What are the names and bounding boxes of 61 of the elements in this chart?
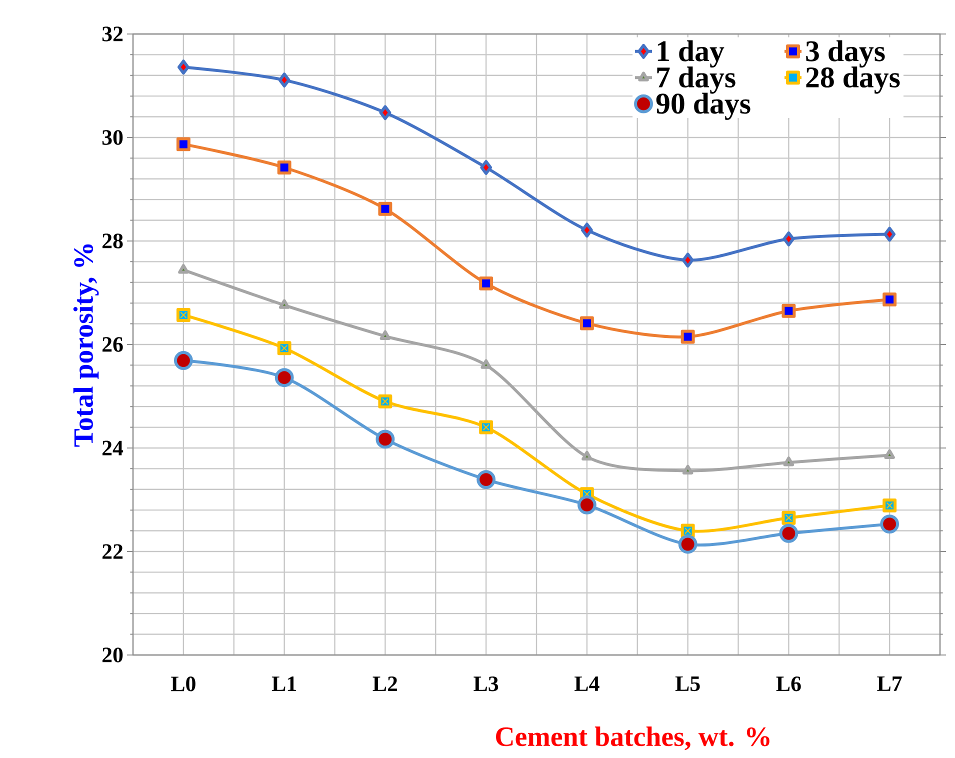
point	[880, 514, 900, 534]
point	[178, 264, 189, 274]
x-tick-label: L0	[171, 676, 196, 692]
point	[174, 351, 193, 370]
x-tick-label: L3	[474, 676, 498, 692]
y-tick-label: 30	[102, 130, 123, 145]
point	[884, 226, 896, 242]
point	[479, 420, 494, 434]
point	[177, 60, 190, 75]
point	[678, 534, 698, 554]
legend-label: 90 days	[656, 92, 750, 120]
point	[884, 449, 895, 459]
point	[782, 510, 796, 525]
y-tick-label: 26	[102, 337, 123, 352]
x-tick-label: L7	[877, 676, 902, 691]
x-tick-label: L4	[574, 676, 600, 691]
legend-label: 28 days	[806, 66, 900, 94]
point	[682, 464, 694, 474]
point	[378, 394, 392, 408]
point	[782, 231, 795, 246]
point	[577, 495, 596, 514]
point	[479, 276, 494, 290]
y-tick-label: 24	[102, 440, 124, 456]
point	[682, 252, 694, 268]
point	[779, 524, 798, 543]
point	[580, 222, 593, 238]
point	[480, 160, 492, 175]
point	[882, 292, 897, 306]
point	[176, 308, 190, 322]
point	[580, 316, 594, 330]
point	[379, 105, 392, 120]
point	[480, 359, 492, 369]
y-tick-label: 32	[102, 26, 123, 42]
point	[783, 456, 794, 466]
point	[376, 430, 395, 449]
point	[277, 160, 292, 174]
x-axis-title: Cement batches, wt. %	[496, 726, 770, 750]
point	[882, 498, 897, 512]
point	[277, 341, 292, 356]
point	[680, 330, 695, 344]
point	[680, 524, 695, 538]
point	[278, 72, 290, 88]
y-tick-label: 22	[102, 544, 123, 559]
x-tick-label: L5	[675, 676, 700, 692]
point	[476, 470, 496, 490]
x-tick-label: L2	[372, 676, 398, 692]
point	[582, 450, 592, 461]
y-tick-label: 28	[102, 234, 123, 248]
y-tick-label: 20	[102, 648, 123, 662]
y-axis-title: Total porosity, %	[73, 244, 99, 447]
x-tick-label: L1	[272, 676, 296, 691]
point	[378, 202, 392, 216]
point	[782, 304, 796, 318]
point	[274, 368, 294, 388]
point	[278, 299, 290, 309]
legend-label: 7 days	[657, 66, 736, 94]
legend-label: 3 days	[806, 40, 885, 68]
point	[380, 330, 391, 340]
point	[176, 137, 190, 152]
x-tick-label: L6	[776, 676, 801, 692]
legend-label: 1 day	[658, 40, 724, 68]
